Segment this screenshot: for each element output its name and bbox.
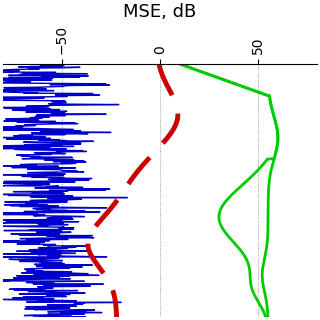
Title: MSE, dB: MSE, dB [124,3,196,21]
